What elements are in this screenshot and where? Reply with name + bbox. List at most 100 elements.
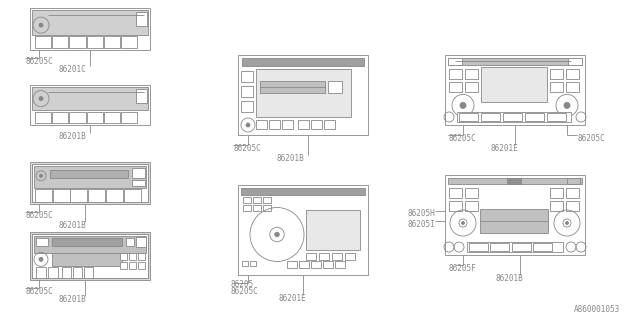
Bar	[120, 253, 127, 260]
Bar	[525, 113, 544, 121]
Bar	[533, 243, 552, 251]
Bar	[449, 188, 462, 198]
Text: 86205C: 86205C	[25, 287, 52, 296]
Bar	[35, 189, 52, 202]
Bar	[465, 188, 478, 198]
Bar	[311, 120, 322, 129]
Bar	[129, 253, 136, 260]
Bar	[448, 178, 582, 184]
Bar	[550, 188, 563, 198]
Bar	[253, 205, 261, 211]
Text: 86201E: 86201E	[490, 144, 518, 153]
Bar	[324, 120, 335, 129]
Bar	[30, 8, 150, 50]
Bar	[550, 82, 563, 92]
Bar	[256, 69, 351, 117]
Circle shape	[40, 174, 42, 177]
Circle shape	[275, 232, 279, 237]
Bar	[503, 113, 522, 121]
Bar	[547, 113, 566, 121]
Bar	[448, 58, 462, 65]
Bar	[312, 261, 321, 268]
Bar	[32, 234, 148, 278]
Bar	[62, 268, 71, 278]
Bar	[104, 36, 120, 48]
Bar	[507, 178, 521, 184]
Bar	[238, 55, 368, 135]
Bar	[306, 210, 360, 250]
Bar	[550, 201, 563, 211]
Bar	[124, 189, 141, 202]
Bar	[52, 112, 68, 123]
Bar	[52, 189, 70, 202]
Bar	[298, 120, 309, 129]
Text: 86205C: 86205C	[25, 57, 52, 66]
Text: 86205C: 86205C	[577, 134, 605, 143]
Bar	[323, 261, 333, 268]
Bar	[282, 120, 293, 129]
Bar	[242, 261, 248, 266]
Bar	[32, 164, 148, 202]
Bar	[469, 243, 488, 251]
Bar	[70, 189, 88, 202]
Bar	[241, 71, 253, 82]
Circle shape	[566, 221, 568, 225]
Bar	[32, 234, 148, 278]
Text: 86201B: 86201B	[58, 132, 86, 141]
Bar	[256, 120, 267, 129]
Text: 86201B: 86201B	[58, 295, 86, 304]
Bar	[465, 201, 478, 211]
Bar	[48, 268, 58, 278]
Bar	[243, 205, 251, 211]
Bar	[104, 112, 120, 123]
Bar	[253, 197, 261, 203]
Circle shape	[460, 102, 466, 108]
Bar	[136, 89, 147, 103]
Bar	[263, 197, 271, 203]
Bar	[566, 82, 579, 92]
Bar	[481, 113, 500, 121]
Bar	[287, 261, 298, 268]
Text: 86201B: 86201B	[495, 274, 523, 283]
Bar	[243, 197, 251, 203]
Bar	[52, 253, 122, 266]
Bar	[129, 262, 136, 269]
Bar	[121, 112, 137, 123]
Bar	[480, 209, 548, 233]
Bar	[34, 166, 146, 188]
Bar	[344, 252, 355, 260]
Bar	[136, 237, 146, 247]
Bar	[73, 268, 82, 278]
Bar	[35, 36, 51, 48]
Bar	[86, 36, 102, 48]
Text: 86205H: 86205H	[407, 209, 435, 219]
Bar	[448, 58, 582, 65]
Bar	[457, 112, 571, 122]
Bar	[69, 112, 86, 123]
Text: 86205: 86205	[230, 280, 253, 289]
Bar	[566, 188, 579, 198]
Bar	[132, 180, 145, 186]
Bar	[269, 120, 280, 129]
Circle shape	[39, 257, 43, 261]
Circle shape	[246, 123, 250, 127]
Circle shape	[39, 23, 43, 27]
Text: 86205I: 86205I	[407, 220, 435, 229]
Text: 86201B: 86201B	[58, 221, 86, 230]
Bar	[136, 12, 147, 26]
Bar	[467, 242, 563, 252]
Bar	[449, 82, 462, 92]
Bar	[30, 85, 150, 125]
Text: 86205C: 86205C	[25, 211, 52, 220]
Bar	[241, 86, 253, 97]
Bar	[32, 87, 148, 110]
Bar	[445, 55, 585, 125]
Bar	[138, 253, 145, 260]
Text: 86205F: 86205F	[448, 264, 476, 273]
Bar	[568, 58, 582, 65]
Bar	[567, 178, 580, 184]
Bar	[241, 101, 253, 112]
Bar	[263, 205, 271, 211]
Bar	[300, 261, 309, 268]
Circle shape	[39, 97, 43, 100]
